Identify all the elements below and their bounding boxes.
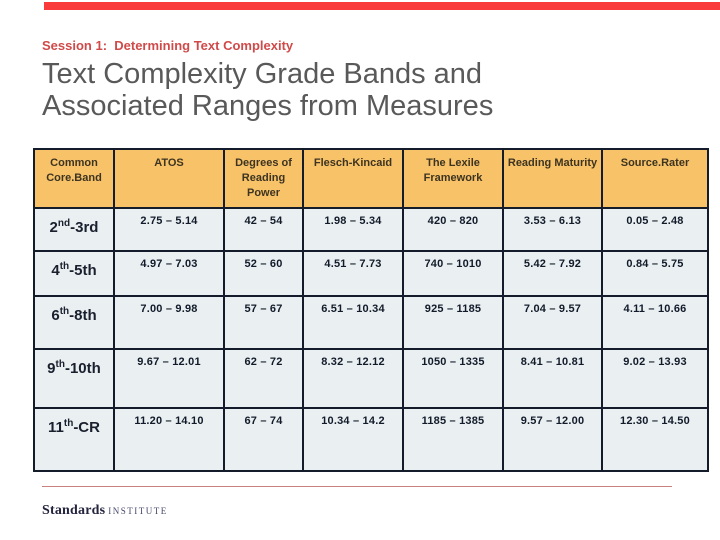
column-header-atos: ATOS: [113, 148, 225, 209]
band-label: 11th-CR: [33, 407, 115, 472]
column-header-degrees-of-reading-power: Degrees of Reading Power: [223, 148, 304, 209]
source-rater-range: 12.30 – 14.50: [601, 407, 709, 472]
drp-range: 62 – 72: [223, 348, 304, 409]
band-label: 2nd-3rd: [33, 207, 115, 252]
column-header-source-rater: Source.Rater: [601, 148, 709, 209]
flesch-kincaid-range: 1.98 – 5.34: [302, 207, 404, 252]
reading-maturity-range: 5.42 – 7.92: [502, 250, 603, 297]
reading-maturity-range: 3.53 – 6.13: [502, 207, 603, 252]
slide-title: Text Complexity Grade Bands and Associat…: [42, 58, 602, 122]
band-label: 9th-10th: [33, 348, 115, 409]
drp-range: 42 – 54: [223, 207, 304, 252]
band-label: 4th-5th: [33, 250, 115, 297]
table-row-9th-10th: 9th-10th 9.67 – 12.01 62 – 72 8.32 – 12.…: [33, 348, 709, 409]
logo-primary-text: Standards: [42, 503, 106, 518]
lexile-range: 420 – 820: [402, 207, 504, 252]
flesch-kincaid-range: 8.32 – 12.12: [302, 348, 404, 409]
column-header-reading-maturity: Reading Maturity: [502, 148, 603, 209]
drp-range: 67 – 74: [223, 407, 304, 472]
column-header-flesch-kincaid: Flesch-Kincaid: [302, 148, 404, 209]
table-header-row: Common Core.Band ATOS Degrees of Reading…: [33, 148, 709, 209]
measures-table: Common Core.Band ATOS Degrees of Reading…: [33, 148, 709, 472]
atos-range: 7.00 – 9.98: [113, 295, 225, 350]
table-row-6th-8th: 6th-8th 7.00 – 9.98 57 – 67 6.51 – 10.34…: [33, 295, 709, 350]
table-row-4th-5th: 4th-5th 4.97 – 7.03 52 – 60 4.51 – 7.73 …: [33, 250, 709, 297]
logo-secondary-text: INSTITUTE: [108, 506, 168, 516]
band-label: 6th-8th: [33, 295, 115, 350]
reading-maturity-range: 8.41 – 10.81: [502, 348, 603, 409]
measures-table-container: Common Core.Band ATOS Degrees of Reading…: [33, 148, 709, 472]
lexile-range: 740 – 1010: [402, 250, 504, 297]
source-rater-range: 9.02 – 13.93: [601, 348, 709, 409]
lexile-range: 925 – 1185: [402, 295, 504, 350]
flesch-kincaid-range: 4.51 – 7.73: [302, 250, 404, 297]
lexile-range: 1185 – 1385: [402, 407, 504, 472]
table-row-2nd-3rd: 2nd-3rd 2.75 – 5.14 42 – 54 1.98 – 5.34 …: [33, 207, 709, 252]
standards-institute-logo: Standards INSTITUTE: [42, 501, 168, 519]
atos-range: 4.97 – 7.03: [113, 250, 225, 297]
reading-maturity-range: 7.04 – 9.57: [502, 295, 603, 350]
source-rater-range: 4.11 – 10.66: [601, 295, 709, 350]
source-rater-range: 0.05 – 2.48: [601, 207, 709, 252]
reading-maturity-range: 9.57 – 12.00: [502, 407, 603, 472]
slide-title-line1: Text Complexity Grade Bands and: [42, 58, 483, 90]
column-header-common-core-band: Common Core.Band: [33, 148, 115, 209]
atos-range: 9.67 – 12.01: [113, 348, 225, 409]
flesch-kincaid-range: 6.51 – 10.34: [302, 295, 404, 350]
drp-range: 57 – 67: [223, 295, 304, 350]
atos-range: 2.75 – 5.14: [113, 207, 225, 252]
session-kicker: Session 1: Determining Text Complexity: [42, 38, 294, 53]
source-rater-range: 0.84 – 5.75: [601, 250, 709, 297]
slide-title-line2: Associated Ranges from Measures: [42, 90, 494, 122]
table-row-11th-cr: 11th-CR 11.20 – 14.10 67 – 74 10.34 – 14…: [33, 407, 709, 472]
atos-range: 11.20 – 14.10: [113, 407, 225, 472]
footer-divider: [42, 486, 672, 487]
top-accent-bar: [44, 2, 720, 10]
lexile-range: 1050 – 1335: [402, 348, 504, 409]
flesch-kincaid-range: 10.34 – 14.2: [302, 407, 404, 472]
drp-range: 52 – 60: [223, 250, 304, 297]
column-header-lexile-framework: The Lexile Framework: [402, 148, 504, 209]
